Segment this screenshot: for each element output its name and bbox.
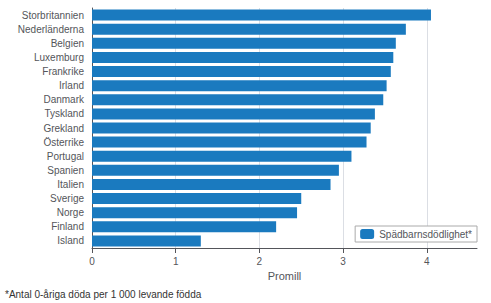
svg-text:*Antal 0-åriga döda per 1 000: *Antal 0-åriga döda per 1 000 levande fö… xyxy=(5,289,202,300)
svg-text:Sverige: Sverige xyxy=(50,193,84,204)
svg-text:Island: Island xyxy=(57,235,84,246)
svg-text:Norge: Norge xyxy=(57,207,85,218)
svg-text:3: 3 xyxy=(340,256,346,267)
svg-text:Portugal: Portugal xyxy=(47,151,84,162)
svg-text:Österrike: Österrike xyxy=(43,137,84,148)
svg-text:2: 2 xyxy=(257,256,263,267)
svg-text:Spädbarnsdödlighet*: Spädbarnsdödlighet* xyxy=(379,229,472,240)
svg-text:4: 4 xyxy=(424,256,430,267)
svg-text:Spanien: Spanien xyxy=(47,165,84,176)
svg-text:Storbritannien: Storbritannien xyxy=(22,10,84,21)
svg-text:1: 1 xyxy=(173,256,179,267)
svg-text:Luxemburg: Luxemburg xyxy=(34,52,84,63)
svg-text:Belgien: Belgien xyxy=(51,38,84,49)
svg-text:Irland: Irland xyxy=(59,80,84,91)
svg-text:Promill: Promill xyxy=(268,270,302,282)
svg-text:0: 0 xyxy=(89,256,95,267)
svg-text:Nederländerna: Nederländerna xyxy=(18,24,85,35)
svg-text:Italien: Italien xyxy=(57,179,84,190)
svg-text:Grekland: Grekland xyxy=(43,123,84,134)
svg-text:Danmark: Danmark xyxy=(43,94,85,105)
svg-text:Frankrike: Frankrike xyxy=(42,66,84,77)
svg-text:Tyskland: Tyskland xyxy=(45,108,84,119)
svg-text:Finland: Finland xyxy=(51,221,84,232)
